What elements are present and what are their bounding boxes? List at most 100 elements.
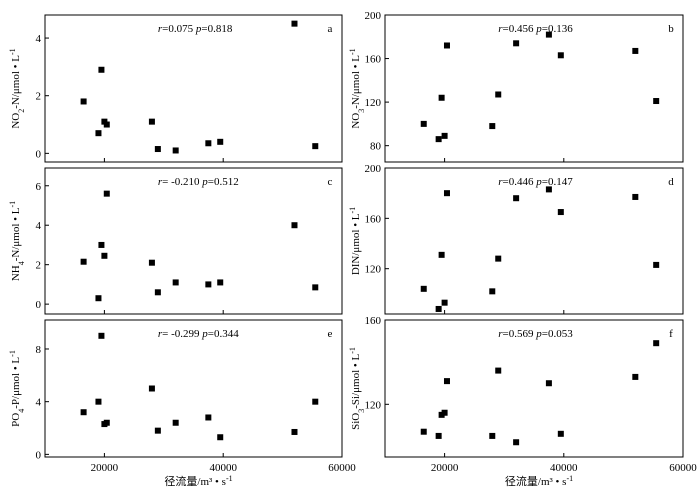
data-point xyxy=(632,373,639,380)
data-point xyxy=(103,419,110,426)
stats-annotation: r=0.446 p=0.147 xyxy=(498,176,573,188)
data-point xyxy=(154,289,161,296)
data-point xyxy=(217,138,224,145)
y-tick-label: 0 xyxy=(36,148,42,160)
data-point xyxy=(154,427,161,434)
data-point xyxy=(172,147,179,154)
data-point xyxy=(443,42,450,49)
data-point xyxy=(489,123,496,130)
panel-a: 0 2 4 NO2-N/μmol • L-1 r=0.075 p=0.818 a xyxy=(8,14,343,163)
data-point xyxy=(205,140,212,147)
data-point xyxy=(205,281,212,288)
data-point xyxy=(154,146,161,153)
data-point xyxy=(80,409,87,416)
plot-frame xyxy=(44,14,343,163)
data-point xyxy=(98,241,105,248)
data-point xyxy=(217,279,224,286)
data-point xyxy=(217,434,224,441)
data-point xyxy=(95,130,102,137)
data-point xyxy=(632,47,639,54)
x-axis-label: 径流量/m³ • s-1 xyxy=(505,474,573,489)
panel-letter: d xyxy=(668,176,674,188)
data-point xyxy=(653,340,660,347)
data-point xyxy=(441,409,448,416)
data-point xyxy=(172,419,179,426)
y-tick-label: 0 xyxy=(36,299,42,311)
y-tick-label: 120 xyxy=(365,399,382,411)
panel-e: 0 4 8 20000 40000 60000 PO4-P/μmol • L-1 r= -0.… xyxy=(8,319,356,489)
stats-annotation: r=0.569 p=0.053 xyxy=(498,328,573,340)
y-axis-label: NO3-N/μmol • L-1 xyxy=(348,48,366,128)
data-point xyxy=(420,428,427,435)
data-point xyxy=(95,295,102,302)
data-point xyxy=(632,193,639,200)
data-point xyxy=(148,118,155,125)
panel-letter: c xyxy=(328,176,333,188)
plot-frame xyxy=(384,14,684,163)
y-tick-label: 4 xyxy=(36,33,42,45)
data-point xyxy=(438,94,445,101)
plot-frame xyxy=(384,167,684,315)
data-point xyxy=(98,66,105,73)
data-point xyxy=(205,414,212,421)
x-axis-label: 径流量/m³ • s-1 xyxy=(164,474,232,489)
y-tick-label: 6 xyxy=(36,181,42,193)
data-point xyxy=(312,284,319,291)
data-point xyxy=(435,305,442,312)
data-point xyxy=(513,40,520,47)
panel-letter: b xyxy=(668,23,674,35)
panel-c: 0 2 4 6 NH4-N/μmol • L-1 r= -0.210 p=0.512 c xyxy=(8,167,343,315)
data-point xyxy=(443,190,450,197)
y-tick-label: 0 xyxy=(36,449,42,461)
stats-annotation: r= -0.210 p=0.512 xyxy=(158,176,239,188)
data-point xyxy=(420,120,427,127)
data-point xyxy=(495,255,502,262)
panel-b: 80 120 160 200 NO3-N/μmol • L-1 r=0.456 p=0.1… xyxy=(348,10,684,163)
plot-frame xyxy=(44,167,343,315)
y-tick-label: 200 xyxy=(365,10,382,22)
data-point xyxy=(291,20,298,27)
data-point xyxy=(545,380,552,387)
data-point xyxy=(545,31,552,38)
data-point xyxy=(438,251,445,258)
data-point xyxy=(312,398,319,405)
data-point xyxy=(557,209,564,216)
data-point xyxy=(103,190,110,197)
y-tick-label: 2 xyxy=(36,260,42,272)
data-point xyxy=(95,398,102,405)
y-axis-label: NO2-N/μmol • L-1 xyxy=(8,48,26,128)
data-point xyxy=(495,91,502,98)
data-point xyxy=(80,98,87,105)
y-tick-label: 160 xyxy=(365,315,382,327)
y-axis-label: PO4-P/μmol • L-1 xyxy=(8,350,26,427)
y-tick-label: 2 xyxy=(36,91,42,103)
data-point xyxy=(312,143,319,150)
data-point xyxy=(653,261,660,268)
data-point xyxy=(495,367,502,374)
stats-annotation: r=0.075 p=0.818 xyxy=(158,23,233,35)
x-tick-label: 40000 xyxy=(209,462,237,474)
data-point xyxy=(513,439,520,446)
y-tick-label: 120 xyxy=(365,97,382,109)
data-point xyxy=(489,288,496,295)
y-axis-label: SiO3-Si/μmol • L-1 xyxy=(348,347,366,430)
data-point xyxy=(172,279,179,286)
panel-letter: e xyxy=(328,328,333,340)
plot-frame xyxy=(44,319,343,458)
data-point xyxy=(557,52,564,59)
panel-d: 120 160 200 DIN/μmol • L-1 r=0.446 p=0.147 d xyxy=(348,163,684,315)
data-point xyxy=(653,98,660,105)
y-tick-label: 80 xyxy=(370,141,382,153)
panel-letter: a xyxy=(328,23,333,35)
data-point xyxy=(513,195,520,202)
y-axis-label: DIN/μmol • L-1 xyxy=(348,207,363,275)
y-tick-label: 160 xyxy=(365,213,382,225)
data-point xyxy=(443,378,450,385)
data-point xyxy=(441,299,448,306)
data-point xyxy=(420,285,427,292)
stats-annotation: r=0.456 p=0.136 xyxy=(498,23,573,35)
x-tick-label: 60000 xyxy=(669,462,697,474)
stats-annotation: r= -0.299 p=0.344 xyxy=(158,328,239,340)
y-tick-label: 160 xyxy=(365,54,382,66)
